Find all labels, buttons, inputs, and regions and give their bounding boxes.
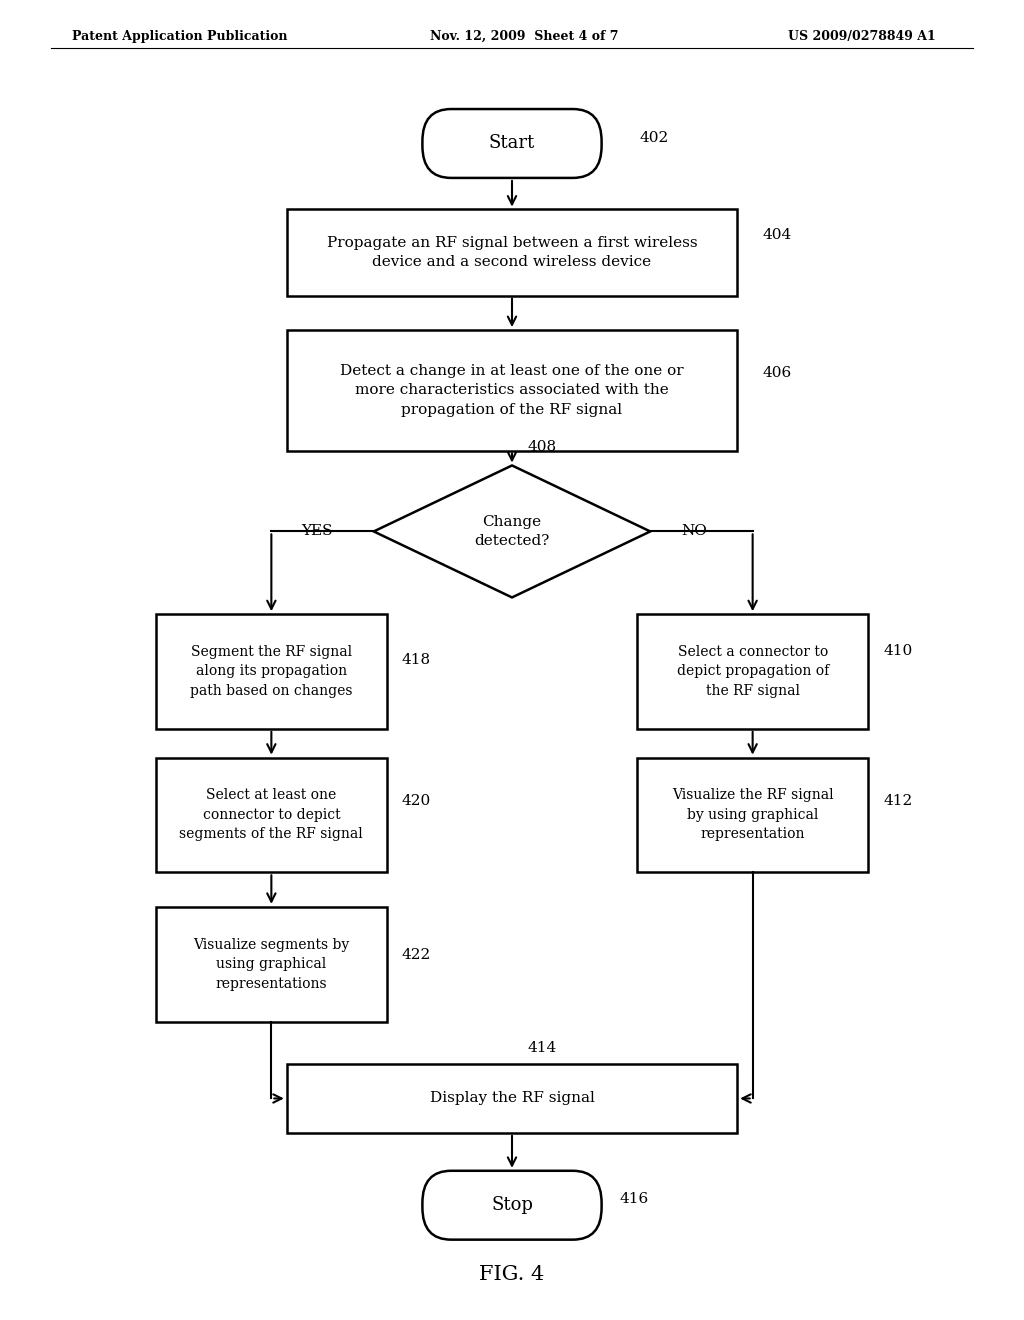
Bar <box>157 614 387 729</box>
Polygon shape <box>374 466 650 598</box>
Text: 420: 420 <box>401 795 431 808</box>
Bar <box>287 210 737 296</box>
Text: Change
detected?: Change detected? <box>474 515 550 548</box>
Text: Stop: Stop <box>492 1196 532 1214</box>
Text: 402: 402 <box>640 131 670 145</box>
Text: 406: 406 <box>763 366 793 380</box>
Text: FIG. 4: FIG. 4 <box>479 1265 545 1283</box>
Text: 416: 416 <box>620 1192 649 1206</box>
FancyBboxPatch shape <box>422 1171 601 1239</box>
Text: Propagate an RF signal between a first wireless
device and a second wireless dev: Propagate an RF signal between a first w… <box>327 236 697 269</box>
Bar <box>637 614 867 729</box>
Text: 418: 418 <box>401 653 431 667</box>
Text: Display the RF signal: Display the RF signal <box>429 1092 595 1105</box>
Text: Visualize the RF signal
by using graphical
representation: Visualize the RF signal by using graphic… <box>672 788 834 841</box>
FancyBboxPatch shape <box>422 110 601 178</box>
Text: Segment the RF signal
along its propagation
path based on changes: Segment the RF signal along its propagat… <box>190 645 352 698</box>
Text: 404: 404 <box>763 228 793 243</box>
Text: NO: NO <box>681 524 707 539</box>
Text: Detect a change in at least one of the one or
more characteristics associated wi: Detect a change in at least one of the o… <box>340 364 684 417</box>
Text: 410: 410 <box>883 644 912 657</box>
Text: Start: Start <box>488 135 536 153</box>
Text: 422: 422 <box>401 948 431 962</box>
Text: Nov. 12, 2009  Sheet 4 of 7: Nov. 12, 2009 Sheet 4 of 7 <box>430 30 618 44</box>
Bar <box>157 907 387 1022</box>
Text: YES: YES <box>301 524 333 539</box>
Text: 412: 412 <box>883 795 912 808</box>
Text: 414: 414 <box>527 1041 557 1055</box>
Text: Select a connector to
depict propagation of
the RF signal: Select a connector to depict propagation… <box>677 645 828 698</box>
Text: 408: 408 <box>527 440 556 454</box>
Text: Select at least one
connector to depict
segments of the RF signal: Select at least one connector to depict … <box>179 788 364 841</box>
Text: US 2009/0278849 A1: US 2009/0278849 A1 <box>788 30 936 44</box>
Bar <box>287 330 737 450</box>
Bar <box>157 758 387 873</box>
Text: Visualize segments by
using graphical
representations: Visualize segments by using graphical re… <box>194 937 349 991</box>
Bar <box>637 758 867 873</box>
Bar <box>287 1064 737 1133</box>
Text: Patent Application Publication: Patent Application Publication <box>72 30 287 44</box>
